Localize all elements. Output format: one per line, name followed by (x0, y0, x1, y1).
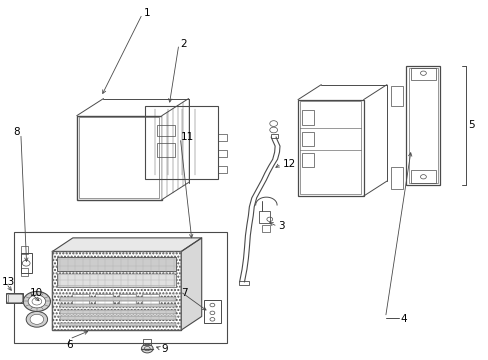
Text: 9: 9 (162, 343, 168, 354)
Text: 12: 12 (282, 159, 295, 169)
Circle shape (23, 292, 50, 311)
Bar (157, 125, 175, 136)
Bar (143, 339, 151, 345)
Bar (72, 294, 89, 304)
Bar (60, 297, 176, 301)
Polygon shape (162, 98, 191, 200)
Bar (8, 294, 22, 302)
Bar (390, 167, 402, 189)
Bar (57, 257, 176, 271)
Polygon shape (52, 238, 201, 251)
Bar (79, 117, 159, 198)
Text: 2: 2 (180, 39, 186, 49)
Bar (406, 66, 440, 185)
Circle shape (28, 295, 45, 308)
Text: 5: 5 (467, 120, 474, 130)
Bar (57, 274, 176, 287)
Polygon shape (181, 238, 201, 330)
Bar (217, 150, 227, 157)
Bar (60, 303, 176, 307)
Bar (60, 310, 176, 314)
Bar (261, 225, 270, 232)
Bar (95, 294, 113, 304)
Text: 1: 1 (143, 8, 150, 18)
Bar (301, 153, 313, 167)
Circle shape (30, 314, 43, 324)
Bar (6, 293, 23, 303)
Text: 11: 11 (181, 132, 194, 142)
Bar (410, 68, 435, 80)
Bar (203, 300, 221, 323)
Bar (60, 316, 176, 320)
Bar (60, 323, 176, 327)
Bar (297, 100, 363, 196)
Circle shape (141, 344, 153, 353)
Bar (58, 274, 175, 287)
Bar (410, 170, 435, 183)
Bar (270, 134, 278, 138)
Bar (21, 268, 28, 276)
Bar (301, 111, 313, 125)
Bar (52, 251, 181, 330)
Text: 8: 8 (14, 127, 20, 137)
Bar (301, 132, 313, 146)
Circle shape (26, 311, 47, 327)
Bar (390, 86, 402, 106)
Text: 13: 13 (1, 277, 15, 287)
Bar (144, 106, 217, 179)
Text: 10: 10 (30, 288, 42, 297)
Bar (118, 294, 136, 304)
Text: 7: 7 (181, 288, 187, 297)
Bar (259, 211, 269, 223)
Bar (408, 68, 437, 183)
Bar (142, 294, 159, 304)
Bar (21, 253, 31, 273)
Bar (157, 143, 175, 157)
Text: 4: 4 (399, 314, 406, 324)
Bar (217, 134, 227, 141)
Bar (21, 247, 28, 254)
Text: 6: 6 (66, 340, 73, 350)
Text: 3: 3 (278, 221, 285, 231)
Bar (238, 281, 249, 285)
Bar (52, 251, 181, 330)
Bar (14, 232, 227, 342)
Bar (77, 116, 162, 200)
Bar (300, 102, 361, 194)
Bar (217, 166, 227, 173)
